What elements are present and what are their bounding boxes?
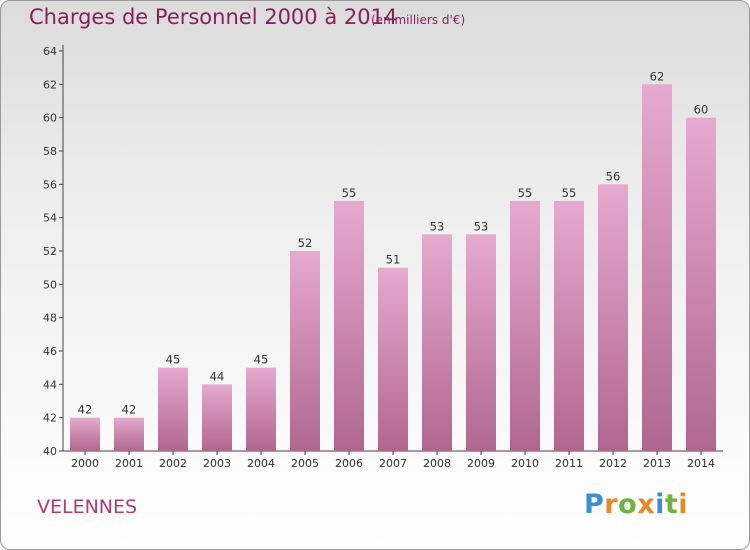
bar-2004 — [246, 367, 276, 451]
bar-2005 — [290, 251, 320, 451]
x-tick-label: 2013 — [643, 457, 671, 470]
bar-value-label: 55 — [518, 186, 533, 200]
bar-value-label: 60 — [694, 103, 709, 117]
x-tick-label: 2008 — [423, 457, 451, 470]
chart-title: Charges de Personnel 2000 à 2014 — [29, 5, 398, 29]
logo-letter: r — [604, 489, 619, 520]
x-tick-label: 2011 — [555, 457, 583, 470]
bar-value-label: 53 — [474, 219, 489, 233]
bar-value-label: 45 — [254, 353, 269, 367]
y-tick-label: 44 — [43, 378, 57, 391]
x-tick-label: 2004 — [247, 457, 275, 470]
bar-value-label: 51 — [386, 253, 401, 267]
x-tick-label: 2007 — [379, 457, 407, 470]
x-tick-label: 2014 — [687, 457, 715, 470]
proxiti-logo: Proxiti — [584, 489, 688, 520]
chart-subtitle: (en milliers d'€) — [371, 13, 466, 27]
y-tick-label: 40 — [43, 445, 57, 458]
bar-2002 — [158, 367, 188, 451]
x-tick-label: 2005 — [291, 457, 319, 470]
chart-value-labels: 42 42 45 44 45 52 55 51 53 53 55 55 56 62 60 — [78, 69, 709, 416]
bar-value-label: 55 — [562, 186, 577, 200]
x-tick-label: 2002 — [159, 457, 187, 470]
bar-2010 — [510, 201, 540, 451]
logo-letter: x — [637, 489, 656, 520]
bar-2012 — [598, 184, 628, 452]
y-tick-label: 46 — [43, 345, 57, 358]
bar-value-label: 42 — [78, 403, 93, 417]
x-tick-label: 2009 — [467, 457, 495, 470]
x-tick-label: 2001 — [115, 457, 143, 470]
bar-2000 — [70, 417, 100, 451]
bar-2008 — [422, 234, 452, 451]
y-tick-label: 56 — [43, 178, 57, 191]
chart-bars — [70, 84, 716, 452]
logo-letter: i — [655, 489, 665, 520]
bar-value-label: 45 — [166, 353, 181, 367]
bar-value-label: 42 — [122, 403, 137, 417]
x-tick-label: 2006 — [335, 457, 363, 470]
x-tick-label: 2000 — [71, 457, 99, 470]
y-tick-label: 60 — [43, 112, 57, 125]
bar-2014 — [686, 117, 716, 452]
y-tick-label: 58 — [43, 145, 57, 158]
bar-value-label: 62 — [650, 69, 665, 83]
y-tick-label: 48 — [43, 312, 57, 325]
bar-2003 — [202, 384, 232, 451]
y-tick-label: 42 — [43, 412, 57, 425]
y-tick-label: 62 — [43, 78, 57, 91]
y-tick-label: 64 — [43, 45, 57, 58]
bar-value-label: 55 — [342, 186, 357, 200]
x-tick-label: 2003 — [203, 457, 231, 470]
chart-axes: 40 42 44 46 48 50 52 54 56 58 60 62 64 2000 2001 2002 20… — [43, 45, 723, 470]
bar-value-label: 52 — [298, 236, 313, 250]
logo-letter: i — [678, 489, 689, 520]
bar-2011 — [554, 201, 584, 451]
y-tick-label: 50 — [43, 278, 57, 291]
bar-2007 — [378, 267, 408, 451]
bar-2009 — [466, 234, 496, 451]
x-tick-label: 2010 — [511, 457, 539, 470]
y-tick-label: 52 — [43, 245, 57, 258]
bar-value-label: 53 — [430, 219, 445, 233]
logo-letter: o — [618, 489, 638, 520]
bar-value-label: 44 — [210, 369, 225, 383]
bar-2013 — [642, 84, 672, 451]
logo-letter: t — [664, 489, 679, 520]
bar-2006 — [334, 201, 364, 451]
bar-value-label: 56 — [606, 169, 621, 183]
y-tick-label: 54 — [43, 212, 57, 225]
bar-2001 — [114, 417, 144, 451]
x-tick-label: 2012 — [599, 457, 627, 470]
logo-letter: P — [584, 489, 605, 520]
city-name: VELENNES — [37, 496, 138, 518]
